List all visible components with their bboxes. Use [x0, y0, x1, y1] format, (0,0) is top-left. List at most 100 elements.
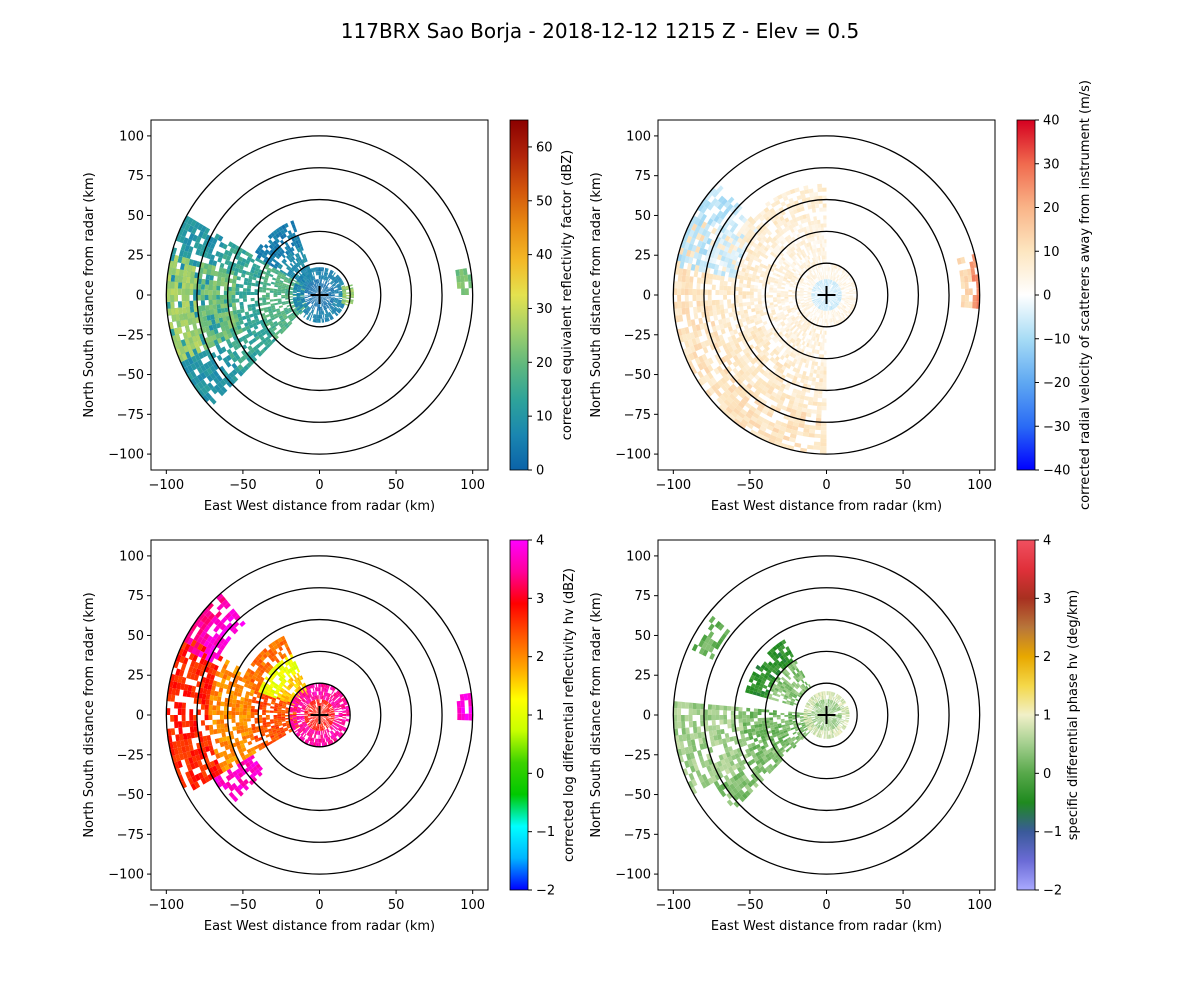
radar-gate	[838, 304, 842, 308]
radar-gate	[726, 217, 733, 225]
radar-gate	[272, 697, 277, 701]
radar-gate	[235, 722, 240, 727]
radar-gate	[705, 389, 713, 398]
radar-gate	[834, 321, 837, 326]
radar-gate	[282, 283, 287, 286]
radar-gate	[688, 282, 693, 289]
radar-gate	[751, 251, 757, 257]
radar-gate	[270, 734, 275, 739]
radar-gate	[308, 297, 313, 300]
radar-gate	[312, 305, 315, 310]
radar-gate	[819, 271, 822, 276]
radar-gate	[819, 291, 824, 294]
radar-gate	[166, 301, 171, 309]
radar-gate	[833, 264, 836, 269]
radar-gate	[325, 288, 330, 291]
radar-gate	[171, 268, 177, 276]
radar-gate	[208, 304, 214, 311]
radar-gate	[251, 266, 256, 271]
radar-gate	[206, 252, 212, 260]
radar-gate	[837, 295, 842, 297]
radar-gate	[263, 307, 268, 311]
radar-gate	[209, 397, 217, 405]
radar-gate	[281, 320, 287, 325]
radar-gate	[330, 298, 335, 300]
radar-gate	[796, 430, 804, 436]
radar-gate	[295, 258, 299, 263]
radar-gate	[810, 327, 814, 332]
radar-gate	[776, 312, 781, 317]
radar-gate	[784, 295, 789, 297]
radar-gate	[215, 753, 221, 760]
radar-gate	[170, 281, 175, 289]
radar-gate	[737, 237, 743, 244]
radar-gate	[813, 369, 817, 374]
radar-gate	[707, 203, 715, 211]
radar-gate	[278, 705, 283, 709]
radar-gate	[310, 268, 313, 273]
radar-gate	[762, 213, 769, 219]
radar-gate	[213, 695, 218, 701]
radar-gate	[746, 252, 752, 258]
radar-gate	[801, 407, 808, 413]
radar-gate	[338, 297, 343, 300]
radar-gate	[829, 297, 832, 302]
radar-gate	[239, 295, 243, 299]
radar-gate	[338, 292, 343, 295]
radar-gate	[303, 283, 307, 287]
radar-gate	[715, 290, 720, 295]
radar-gate	[737, 346, 743, 353]
radar-gate	[728, 272, 733, 278]
radar-gate	[835, 269, 838, 274]
radar-gate	[762, 386, 769, 393]
radar-gate	[205, 694, 211, 700]
radar-gate	[252, 263, 257, 268]
radar-gate	[764, 356, 770, 363]
radar-gate	[227, 342, 234, 349]
radar-gate	[752, 383, 759, 390]
radar-gate	[804, 261, 808, 266]
radar-gate	[307, 279, 311, 283]
radar-gate	[461, 288, 465, 295]
radar-gate	[729, 376, 737, 384]
radar-gate	[251, 749, 257, 755]
radar-gate	[218, 762, 225, 769]
radar-gate	[680, 240, 687, 249]
radar-gate	[264, 336, 270, 341]
radar-gate	[963, 275, 969, 283]
radar-gate	[333, 299, 338, 302]
radar-gate	[320, 310, 322, 315]
radar-gate	[212, 680, 218, 687]
radar-gate	[967, 275, 973, 283]
radar-gate	[251, 319, 256, 324]
radar-gate	[816, 308, 819, 313]
radar-gate	[324, 271, 327, 276]
radar-gate	[308, 312, 312, 317]
radar-gate	[751, 236, 757, 243]
radar-gate	[318, 275, 320, 280]
radar-gate	[326, 297, 331, 300]
radar-gate	[747, 367, 754, 374]
radar-gate	[772, 364, 779, 370]
radar-gate	[240, 308, 245, 314]
radar-gate	[734, 241, 741, 248]
radar-gate	[281, 296, 286, 299]
radar-gate	[269, 290, 274, 293]
radar-gate	[288, 315, 293, 320]
radar-gate	[225, 354, 232, 362]
radar-gate	[833, 282, 836, 286]
radar-gate	[816, 308, 820, 313]
radar-gate	[246, 708, 251, 712]
radar-gate	[850, 281, 855, 285]
radar-gate	[314, 267, 317, 272]
radar-gate	[733, 407, 741, 415]
radar-gate	[262, 289, 267, 293]
radar-gate	[193, 720, 198, 727]
radar-gate	[727, 303, 732, 309]
radar-gate	[277, 252, 282, 258]
radar-gate	[742, 302, 747, 307]
radar-gate	[313, 289, 317, 293]
radar-gate	[772, 348, 778, 354]
radar-gate	[334, 289, 339, 292]
radar-gate	[736, 352, 742, 359]
